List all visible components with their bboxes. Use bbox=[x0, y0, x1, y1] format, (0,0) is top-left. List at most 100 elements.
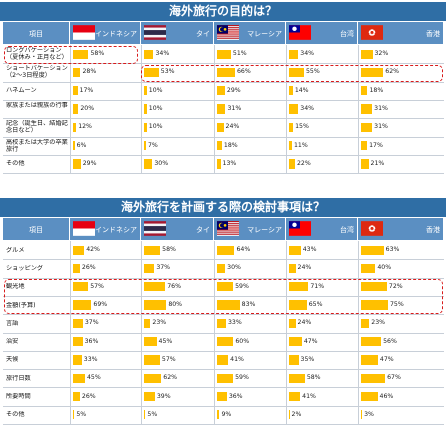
column-divider bbox=[286, 241, 287, 424]
column-divider bbox=[214, 241, 215, 424]
series-header: タイ bbox=[141, 22, 214, 44]
bar bbox=[289, 49, 299, 59]
bar bbox=[144, 282, 166, 292]
bar bbox=[289, 263, 296, 274]
chart-title: 海外旅行の目的は？ bbox=[0, 2, 446, 21]
data-label: 64% bbox=[236, 246, 251, 254]
series-header: マレーシア bbox=[214, 218, 286, 240]
bar bbox=[217, 373, 234, 383]
bar bbox=[144, 141, 146, 151]
data-label: 24% bbox=[297, 319, 312, 327]
bar bbox=[217, 337, 234, 347]
data-label: 36% bbox=[228, 392, 243, 400]
category-label: 観光地 bbox=[6, 283, 25, 291]
bar bbox=[73, 373, 85, 383]
bar bbox=[73, 391, 80, 402]
data-label: 71% bbox=[310, 282, 325, 290]
data-label: 26% bbox=[81, 392, 96, 400]
data-label: 32% bbox=[374, 50, 389, 58]
bar bbox=[289, 318, 296, 328]
row-divider bbox=[3, 350, 444, 352]
data-label: 23% bbox=[152, 319, 167, 327]
row-divider bbox=[3, 118, 444, 120]
data-label: 60% bbox=[235, 337, 250, 345]
bar bbox=[361, 86, 368, 96]
category-label: 言語 bbox=[6, 319, 19, 327]
category-header: 項目 bbox=[3, 218, 70, 240]
bar bbox=[144, 122, 147, 132]
row-divider bbox=[3, 63, 444, 65]
category-label: グルメ bbox=[6, 246, 25, 254]
thailand-flag-icon bbox=[144, 221, 166, 236]
bar bbox=[361, 337, 382, 347]
bar bbox=[361, 263, 376, 274]
row-divider bbox=[3, 314, 444, 316]
series-header: 台湾 bbox=[286, 218, 358, 240]
hongkong-flag-icon bbox=[361, 221, 383, 236]
category-label: 所要時間 bbox=[6, 393, 31, 401]
bar bbox=[361, 391, 378, 402]
bar bbox=[361, 67, 384, 78]
bar bbox=[361, 245, 384, 255]
column-divider bbox=[70, 241, 71, 424]
bar bbox=[361, 141, 368, 151]
bar bbox=[144, 263, 155, 274]
category-label: 記念（誕生日、結婚記念日など） bbox=[6, 120, 68, 135]
data-label: 43% bbox=[302, 246, 317, 254]
data-label: 75% bbox=[389, 301, 404, 309]
data-label: 59% bbox=[235, 282, 249, 290]
data-label: 29% bbox=[226, 86, 241, 94]
row-divider bbox=[3, 332, 444, 334]
data-label: 58% bbox=[90, 50, 105, 58]
bar bbox=[144, 318, 151, 328]
bar bbox=[73, 318, 83, 328]
series-name: インドネシア bbox=[95, 30, 137, 38]
bar bbox=[289, 141, 292, 151]
category-label: ショッピング bbox=[6, 264, 44, 272]
bar bbox=[289, 104, 299, 114]
bar bbox=[361, 49, 373, 59]
row-divider bbox=[3, 99, 444, 101]
category-label: 天候 bbox=[6, 356, 19, 364]
data-label: 51% bbox=[232, 50, 247, 58]
data-label: 10% bbox=[148, 123, 163, 131]
row-divider bbox=[3, 81, 444, 83]
series-name: 香港 bbox=[426, 30, 440, 38]
series-header: タイ bbox=[141, 218, 214, 240]
data-label: 31% bbox=[227, 105, 242, 113]
data-label: 41% bbox=[230, 355, 244, 363]
bar bbox=[73, 282, 89, 292]
bar bbox=[73, 86, 78, 96]
data-label: 7% bbox=[147, 141, 158, 149]
indonesia-flag-icon bbox=[73, 25, 95, 40]
bar bbox=[217, 159, 221, 169]
bar bbox=[289, 159, 295, 169]
bar bbox=[289, 337, 302, 347]
bar bbox=[144, 337, 157, 347]
malaysia-flag-icon bbox=[217, 25, 239, 40]
data-label: 34% bbox=[155, 50, 170, 58]
data-label: 62% bbox=[385, 68, 400, 76]
bar bbox=[144, 300, 167, 310]
data-label: 66% bbox=[237, 68, 251, 76]
bar bbox=[73, 245, 85, 255]
data-label: 41% bbox=[302, 392, 316, 400]
series-name: タイ bbox=[196, 30, 210, 38]
data-label: 35% bbox=[300, 355, 315, 363]
bar bbox=[144, 410, 146, 420]
bar bbox=[144, 67, 159, 78]
bar bbox=[73, 410, 75, 420]
taiwan-flag-icon bbox=[289, 25, 311, 40]
category-label: 家族または親族の行事 bbox=[6, 102, 68, 110]
bar bbox=[217, 355, 229, 365]
data-label: 55% bbox=[306, 68, 320, 76]
data-label: 23% bbox=[371, 319, 386, 327]
data-label: 13% bbox=[222, 159, 237, 167]
bar bbox=[217, 391, 227, 402]
series-name: マレーシア bbox=[247, 226, 282, 234]
bar bbox=[217, 141, 222, 151]
data-label: 40% bbox=[377, 264, 392, 272]
data-label: 42% bbox=[86, 246, 100, 254]
bar bbox=[73, 104, 79, 114]
